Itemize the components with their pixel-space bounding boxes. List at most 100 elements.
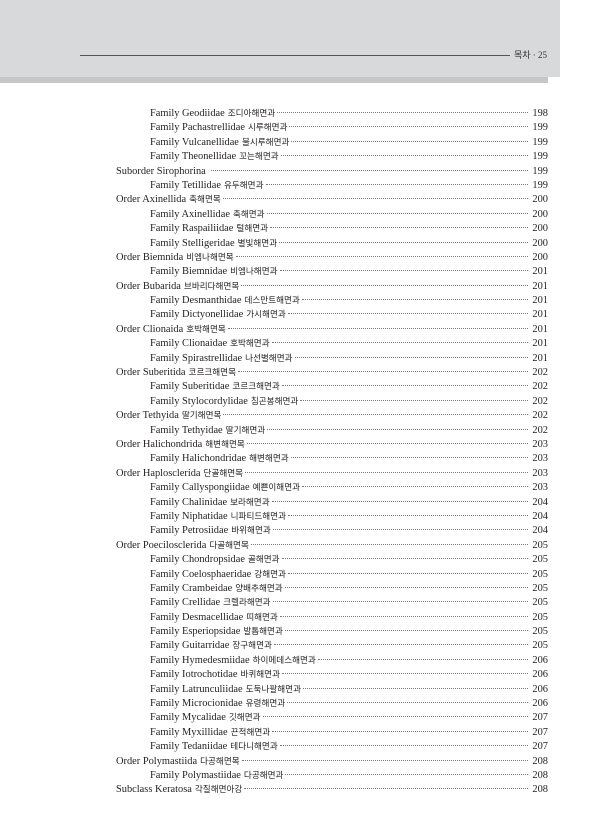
toc-entry[interactable]: Family Iotrochotidae 바퀴해면과 206 [116,668,548,682]
entry-korean-name: 다골해면목 [209,540,249,551]
entry-korean-name: 발톱해면과 [243,627,283,638]
entry-page-number: 205 [532,611,548,623]
toc-entry[interactable]: Family Biemnidae 비엠나해면과 201 [116,265,548,279]
toc-entry[interactable]: Order Clionaida 호박해면목 201 [116,323,548,337]
dot-leader [287,313,528,315]
entry-name: Family Tethyidae [150,424,223,436]
toc-entry[interactable]: Family Axinellidae 축해면과 200 [116,208,548,222]
toc-entry[interactable]: Family Hymedesmiidae 하이메데스해면과 206 [116,654,548,668]
toc-entry[interactable]: Family Myxillidae 끈적해면과 207 [116,726,548,740]
toc-entry[interactable]: Subclass Keratosa 각질해면아강 208 [116,783,548,797]
dot-leader [238,371,528,373]
entry-page-number: 199 [532,165,548,177]
dot-leader [289,126,528,128]
entry-korean-name: 단골해면목 [203,468,244,479]
entry-name: Subclass Keratosa [116,784,192,796]
toc-entry[interactable]: Family Dictyonellidae 가시해면과 201 [116,308,548,322]
toc-entry[interactable]: Family Chondropsidae 골해면과 205 [116,553,548,567]
toc-entry[interactable]: Family Stylocordylidae 침곤봉해면과 202 [116,395,548,409]
toc-entry[interactable]: Order Suberitida 코르크해면목 202 [116,366,548,380]
entry-korean-name: 불시루해면과 [241,137,290,148]
entry-korean-name: 끈적해면과 [230,727,271,738]
entry-name: Order Bubarida [116,280,181,292]
toc-entry[interactable]: Family Geodiidae 조디아해면과 198 [116,107,548,121]
entry-page-number: 206 [532,698,548,710]
toc-entry[interactable]: Family Vulcanellidae 불시루해면과 199 [116,136,548,150]
dot-leader [241,759,528,761]
toc-entry[interactable]: Order Polymastiida 다공해면목 208 [116,755,548,769]
toc-entry[interactable]: Family Latrunculiidae 도둑나팔해면과 206 [116,683,548,697]
entry-page-number: 199 [532,179,548,191]
dot-leader [223,414,528,416]
toc-entry[interactable]: Family Stelligeridae 별빛해면과 200 [116,237,548,251]
dot-leader [287,572,528,574]
entry-page-number: 200 [532,237,548,249]
toc-entry[interactable]: Family Tedaniidae 테다니해면과 207 [116,740,548,754]
entry-page-number: 200 [532,208,548,220]
dot-leader [302,486,528,488]
entry-page-number: 205 [532,554,548,566]
toc-entry[interactable]: Family Tethyidae 딸기해면과 202 [116,424,548,438]
toc-entry[interactable]: Suborder Sirophorina 199 [116,165,548,179]
dot-leader [266,212,528,214]
toc-entry[interactable]: Family Coelosphaeridae 강해면과 205 [116,568,548,582]
toc-entry[interactable]: Order Bubarida 브바리다해면목 201 [116,280,548,294]
toc-entry[interactable]: Family Desmacellidae 띠해면과 205 [116,611,548,625]
entry-name: Family Biemnidae [150,266,228,278]
toc-entry[interactable]: Family Tetillidae 유두해면과 199 [116,179,548,193]
toc-entry[interactable]: Family Pachastrellidae 시루해면과 199 [116,121,548,135]
entry-korean-name: 테다니해면과 [230,742,278,753]
entry-name: Order Axinellida [116,194,187,206]
dot-leader [235,255,528,257]
toc-entry[interactable]: Family Spirastrellidae 나선별해면과 201 [116,352,548,366]
toc-entry[interactable]: Family Mycalidae 깃해면과 207 [116,711,548,725]
dot-leader [301,299,528,301]
toc-entry[interactable]: Family Esperiopsidae 발톱해면과 205 [116,625,548,639]
toc-entry[interactable]: Family Halichondridae 해변해면과 203 [116,452,548,466]
entry-name: Family Stylocordylidae [150,395,248,407]
toc-entry[interactable]: Family Raspailiidae 털해면과 200 [116,222,548,236]
entry-korean-name: 강해면과 [254,569,286,580]
dot-leader [244,788,528,790]
toc-entry[interactable]: Family Crambeidae 양배추해면과 205 [116,582,548,596]
toc-entry[interactable]: Family Niphatidae 니파티드해면과 204 [116,510,548,524]
toc-entry[interactable]: Order Axinellida 축해면목 200 [116,193,548,207]
dot-leader [281,385,528,387]
entry-korean-name: 다공해면과 [243,770,284,781]
entry-page-number: 208 [532,784,548,796]
entry-name: Family Callyspongiidae [150,482,250,494]
entry-page-number: 202 [532,395,548,407]
toc-entry[interactable]: Family Polymastiidae 다공해면과 208 [116,769,548,783]
dot-leader [279,270,528,272]
toc-entry[interactable]: Order Poecilosclerida 다골해면목 205 [116,539,548,553]
entry-page-number: 204 [532,496,548,508]
entry-name: Family Mycalidae [150,712,226,724]
toc-entry[interactable]: Family Guitarridae 장구해면과 205 [116,639,548,653]
entry-korean-name: 해변해면목 [205,439,245,450]
dot-leader [222,198,528,200]
toc-entry[interactable]: Family Desmanthidae 데스만트해면과 201 [116,294,548,308]
entry-korean-name: 각질해면아강 [194,785,243,796]
toc-entry[interactable]: Family Petrosiidae 바위해면과 204 [116,524,548,538]
entry-page-number: 204 [532,525,548,537]
dot-leader [279,615,528,617]
entry-name: Family Geodiidae [150,108,225,119]
entry-page-number: 201 [532,280,548,292]
toc-entry[interactable]: Family Clionaidae 호박해면과 201 [116,337,548,351]
toc-entry[interactable]: Order Halichondrida 해변해면목 203 [116,438,548,452]
entry-korean-name: 가시해면과 [246,310,286,321]
entry-page-number: 198 [532,108,548,119]
entry-page-number: 206 [532,669,548,681]
toc-entry[interactable]: Family Microcionidae 유령해면과 206 [116,697,548,711]
entry-korean-name: 유령해면과 [245,699,286,710]
toc-entry[interactable]: Family Theonellidae 꼬는해면과 199 [116,150,548,164]
toc-entry[interactable]: Order Tethyida 딸기해면목 202 [116,409,548,423]
toc-entry[interactable]: Family Chalinidae 보라해면과 204 [116,496,548,510]
toc-entry[interactable]: Family Suberitidae 코르크해면과 202 [116,380,548,394]
toc-entry[interactable]: Family Callyspongiidae 예쁜이해면과 203 [116,481,548,495]
toc-entry[interactable]: Family Crellidae 크렐라해면과 205 [116,596,548,610]
entry-name: Family Crambeidae [150,582,233,594]
toc-entry[interactable]: Order Biemnida 비엠나해면목 200 [116,251,548,265]
toc-entry[interactable]: Order Haplosclerida 단골해면목 203 [116,467,548,481]
entry-name: Family Microcionidae [150,698,243,710]
